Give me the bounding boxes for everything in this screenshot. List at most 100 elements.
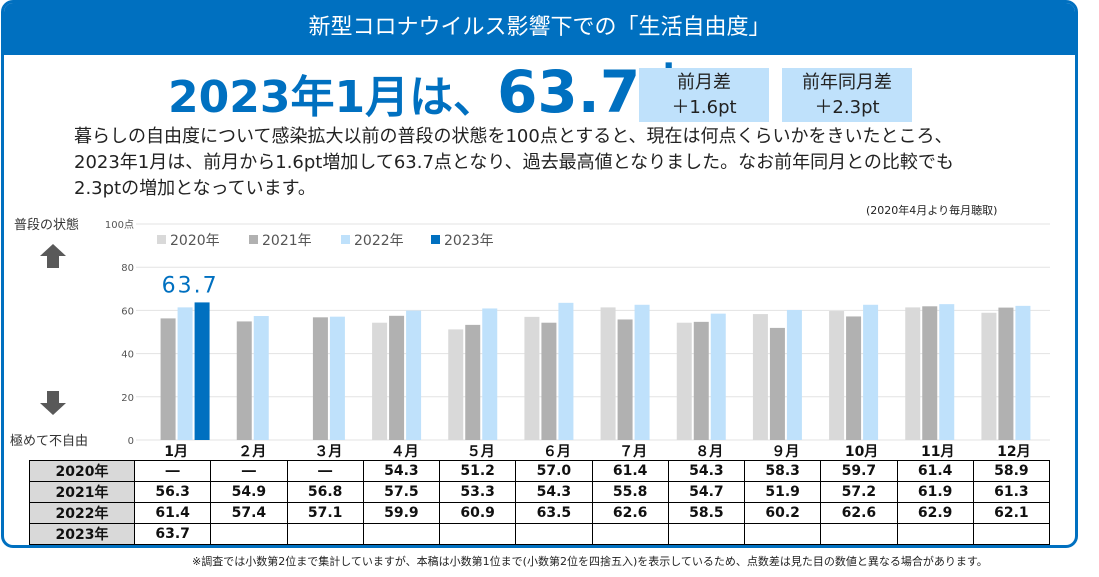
- bar: [482, 308, 498, 440]
- bar: [541, 322, 557, 440]
- table-cell: 61.4: [896, 460, 974, 482]
- x-tick-label: ２月: [238, 444, 266, 460]
- table-cell: [210, 523, 288, 545]
- table-cell: 61.4: [591, 460, 669, 482]
- panel-header: 新型コロナウイルス影響下での「生活自由度」: [4, 3, 1075, 55]
- row-header: 2021年: [29, 481, 135, 503]
- y-tick-label: 20: [121, 393, 134, 404]
- table-cell: [896, 523, 974, 545]
- legend-swatch: [341, 235, 350, 244]
- table-cell: 54.3: [515, 481, 593, 503]
- footnote: ※調査では小数第2位まで集計していますが、本稿は小数第1位まで(小数第2位を四捨…: [192, 555, 988, 568]
- bar: [939, 304, 955, 440]
- bar: [448, 329, 464, 440]
- table-cell: 54.3: [362, 460, 441, 482]
- bar: [600, 307, 616, 440]
- description-line: 暮らしの自由度について感染拡大以前の普段の状態を100点とすると、現在は何点くら…: [74, 126, 953, 147]
- table-cell: 58.9: [972, 460, 1051, 482]
- year-diff-box: 前年同月差 ＋2.3pt: [782, 68, 912, 122]
- table-cell: 57.0: [515, 460, 593, 482]
- survey-note: (2020年4月より毎月聴取): [866, 204, 998, 217]
- y-tick-label: 0: [128, 436, 134, 447]
- bar: [194, 302, 210, 440]
- table-cell: 57.1: [286, 502, 364, 524]
- table-cell: 60.9: [438, 502, 517, 524]
- x-tick-label: ８月: [695, 444, 723, 460]
- bar: [236, 321, 252, 440]
- bar: [905, 307, 921, 440]
- bar: [710, 313, 726, 440]
- table-cell: 54.9: [210, 481, 288, 503]
- bar: [253, 316, 269, 440]
- table-cell: [743, 523, 822, 545]
- bar: [329, 316, 345, 440]
- bar: [389, 315, 405, 440]
- bar: [922, 306, 938, 440]
- bar: [617, 319, 633, 440]
- legend-label: 2022年: [354, 233, 404, 249]
- table-cell: 54.7: [667, 481, 746, 503]
- bar: [863, 304, 879, 440]
- table-cell: 57.4: [210, 502, 288, 524]
- bar: [769, 327, 785, 440]
- bar: [312, 317, 328, 440]
- legend-label: 2023年: [444, 233, 494, 249]
- description-line: 2023年1月は、前月から1.6pt増加して63.7点となり、過去最高値となりま…: [74, 152, 954, 173]
- legend-label: 2020年: [170, 233, 220, 249]
- bar: [998, 307, 1014, 440]
- table-cell: 60.2: [743, 502, 822, 524]
- bar: [558, 302, 574, 440]
- headline-prefix: 2023年1月は、: [168, 72, 498, 123]
- table-cell: [286, 523, 364, 545]
- table-cell: 61.4: [133, 502, 212, 524]
- row-header: 2020年: [29, 460, 135, 482]
- x-tick-label: 12月: [997, 444, 1030, 460]
- side-label-bottom: 極めて不自由: [10, 434, 89, 449]
- x-tick-label: ６月: [543, 444, 571, 460]
- y-tick-label: 80: [121, 263, 134, 274]
- row-header: 2022年: [29, 502, 135, 524]
- table-row: 2022年 61.4 57.4 57.1 59.9 60.9 63.5 62.6 58.5 60.…: [29, 502, 1051, 524]
- x-tick-label: ５月: [467, 444, 495, 460]
- table-cell: 54.3: [667, 460, 746, 482]
- bar: [372, 322, 388, 440]
- legend-label: 2021年: [262, 233, 312, 249]
- bar: [693, 321, 709, 440]
- year-diff-value: ＋2.3pt: [814, 97, 880, 118]
- bar-chart: 100点 80 60 40 20 0 2020年 2021年 2022年 2023年 1月 ２月 ３月 ４…: [40, 219, 1050, 460]
- table-cell: 58.5: [667, 502, 746, 524]
- table-cell: 59.9: [362, 502, 441, 524]
- y-tick-label: 100点: [105, 219, 134, 231]
- arrow-down-icon: [40, 391, 66, 415]
- bar: [981, 312, 997, 440]
- x-tick-label: ３月: [314, 444, 342, 460]
- year-diff-label: 前年同月差: [802, 72, 892, 93]
- table-cell: [515, 523, 593, 545]
- table-cell: 57.2: [820, 481, 898, 503]
- bar: [406, 310, 422, 440]
- table-cell: 58.3: [743, 460, 822, 482]
- table-cell: [591, 523, 669, 545]
- table-cell: 61.9: [896, 481, 974, 503]
- month-diff-box: 前月差 ＋1.6pt: [639, 68, 769, 122]
- x-tick-label: ７月: [619, 444, 647, 460]
- bar: [634, 304, 650, 440]
- table-cell: [820, 523, 898, 545]
- table-cell: 62.6: [591, 502, 669, 524]
- description: 暮らしの自由度について感染拡大以前の普段の状態を100点とすると、現在は何点くら…: [74, 124, 1064, 202]
- table-cell: 55.8: [591, 481, 669, 503]
- table-cell: 56.8: [286, 481, 364, 503]
- bar: [752, 314, 768, 440]
- legend-swatch: [249, 235, 258, 244]
- x-tick-label: ４月: [391, 444, 419, 460]
- table-cell: 51.9: [743, 481, 822, 503]
- x-tick-label: ９月: [771, 444, 799, 460]
- table-cell: 53.3: [438, 481, 517, 503]
- table-cell: ―: [210, 460, 288, 482]
- side-label-top: 普段の状態: [14, 218, 80, 233]
- x-tick-label: 1月: [164, 444, 188, 460]
- table-cell: ―: [286, 460, 364, 482]
- bar: [846, 316, 862, 440]
- table-cell: 61.3: [972, 481, 1051, 503]
- data-table: 2020年 ― ― ― 54.3 51.2 57.0 61.4 54.3 58.3 59.7 61.4…: [29, 460, 1051, 545]
